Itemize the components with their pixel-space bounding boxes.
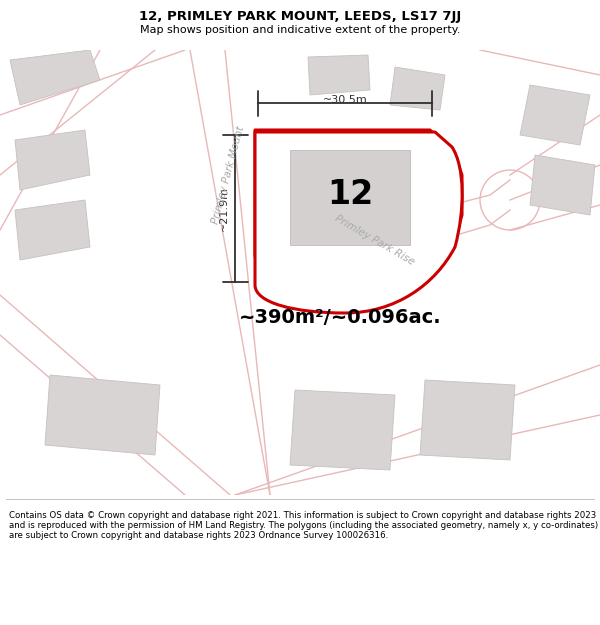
Polygon shape — [290, 150, 410, 245]
Polygon shape — [530, 155, 595, 215]
Polygon shape — [420, 380, 515, 460]
Circle shape — [480, 170, 540, 230]
Polygon shape — [10, 50, 100, 105]
Text: 12, PRIMLEY PARK MOUNT, LEEDS, LS17 7JJ: 12, PRIMLEY PARK MOUNT, LEEDS, LS17 7JJ — [139, 10, 461, 23]
Polygon shape — [390, 67, 445, 110]
Polygon shape — [15, 200, 90, 260]
Polygon shape — [290, 390, 395, 470]
Polygon shape — [255, 180, 510, 247]
Text: ~30.5m: ~30.5m — [323, 95, 367, 105]
Text: ~390m²/~0.096ac.: ~390m²/~0.096ac. — [239, 308, 442, 327]
Text: Contains OS data © Crown copyright and database right 2021. This information is : Contains OS data © Crown copyright and d… — [9, 511, 598, 541]
Polygon shape — [308, 55, 370, 95]
Polygon shape — [45, 375, 160, 455]
Text: Map shows position and indicative extent of the property.: Map shows position and indicative extent… — [140, 25, 460, 35]
Polygon shape — [255, 130, 462, 303]
Text: Primley Park Rise: Primley Park Rise — [334, 213, 416, 267]
Text: 12: 12 — [327, 179, 373, 211]
Text: Primley Park Mount: Primley Park Mount — [210, 125, 246, 225]
Polygon shape — [520, 85, 590, 145]
Polygon shape — [190, 50, 270, 495]
Text: ~21.9m: ~21.9m — [219, 186, 229, 231]
Polygon shape — [15, 130, 90, 190]
PathPatch shape — [255, 132, 462, 313]
